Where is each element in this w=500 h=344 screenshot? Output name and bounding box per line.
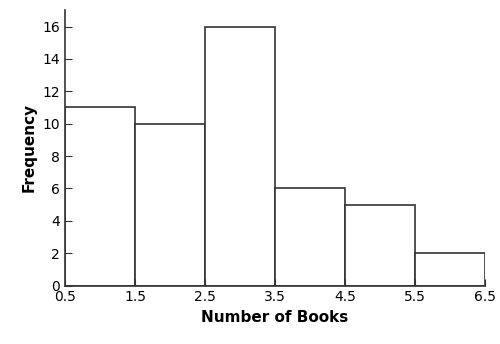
Bar	[205, 26, 275, 286]
Y-axis label: Frequency: Frequency	[22, 103, 37, 193]
Bar	[415, 253, 485, 286]
Bar	[135, 123, 205, 286]
X-axis label: Number of Books: Number of Books	[202, 310, 348, 325]
Bar	[345, 205, 415, 286]
Bar	[65, 107, 135, 286]
Bar	[275, 189, 345, 286]
